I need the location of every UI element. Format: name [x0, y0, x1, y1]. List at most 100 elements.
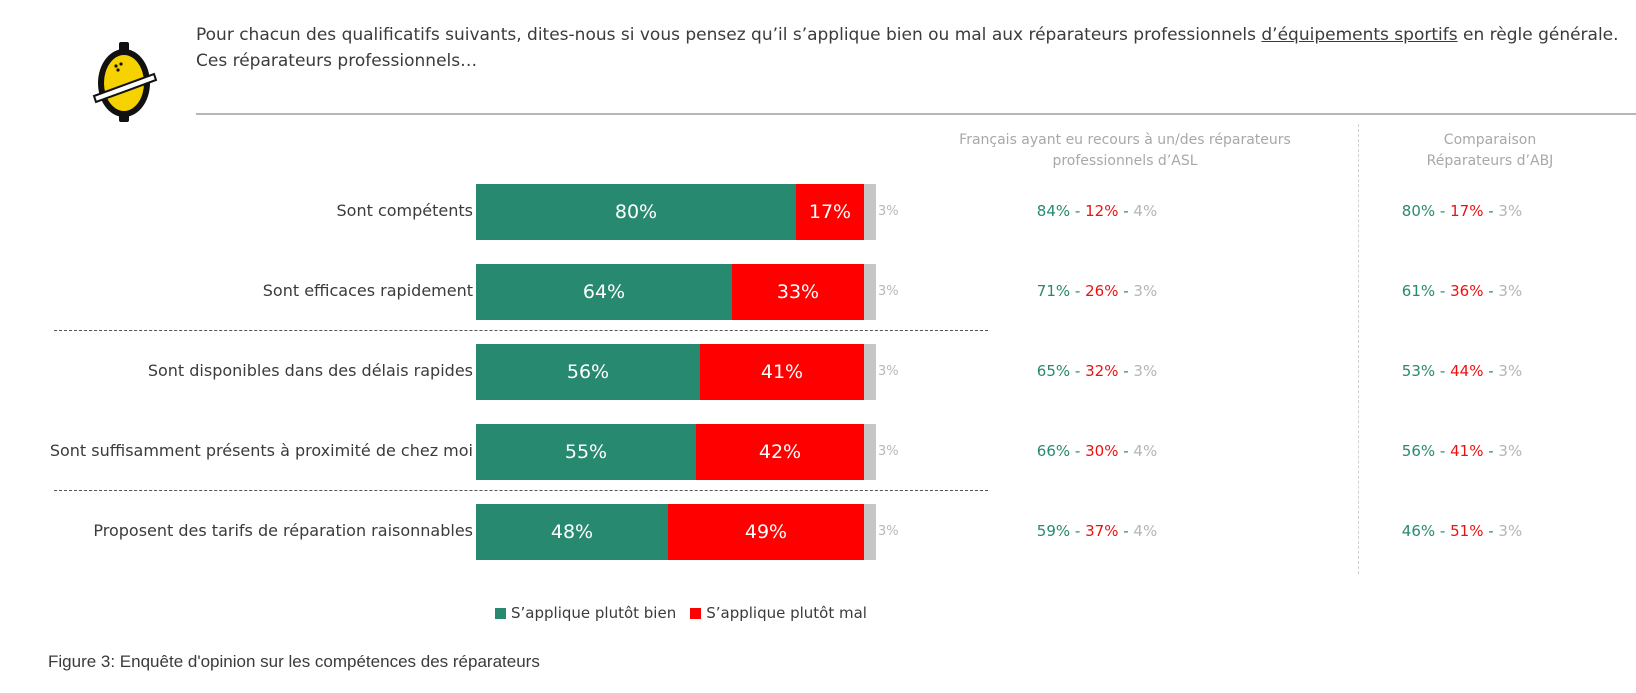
header-divider: [196, 113, 1636, 115]
asl-comparison: 65% - 32% - 3%: [1037, 362, 1157, 380]
figure-caption: Figure 3: Enquête d'opinion sur les comp…: [48, 652, 540, 671]
legend-swatch-bad: [690, 607, 702, 619]
legend-item-bad: S’applique plutôt mal: [690, 604, 867, 622]
bar-segment-good: 55%: [476, 424, 696, 480]
asl-comparison: 71% - 26% - 3%: [1037, 282, 1157, 300]
question-text: Pour chacun des qualificatifs suivants, …: [196, 25, 1262, 45]
abj-comparison-separator: -: [1435, 362, 1451, 380]
bar-segment-nsp: [864, 264, 876, 320]
asl-comparison-separator: -: [1118, 442, 1134, 460]
bar-nsp-label: 3%: [878, 364, 899, 379]
asl-comparison-separator: -: [1070, 522, 1086, 540]
abj-comparison-separator: -: [1435, 282, 1451, 300]
abj-comparison-good: 61%: [1401, 282, 1436, 300]
bar-segment-nsp: [864, 344, 876, 400]
asl-comparison-separator: -: [1118, 522, 1134, 540]
row-label: Sont efficaces rapidement: [262, 281, 473, 300]
legend-label-bad: S’applique plutôt mal: [706, 604, 867, 622]
asl-comparison-separator: -: [1070, 442, 1086, 460]
chart-legend: S’applique plutôt bien S’applique plutôt…: [495, 604, 881, 622]
column-divider: [1358, 124, 1359, 574]
abj-comparison: 80% - 17% - 3%: [1402, 202, 1522, 220]
question-text-end: en règle générale.: [1457, 25, 1619, 45]
row-label: Sont compétents: [336, 201, 473, 220]
group-separator: [54, 330, 988, 331]
bar-segment-bad: 33%: [732, 264, 864, 320]
asl-comparison-good: 84%: [1036, 202, 1071, 220]
abj-comparison: 61% - 36% - 3%: [1402, 282, 1522, 300]
abj-comparison-good: 53%: [1401, 362, 1436, 380]
abj-comparison-nsp: 3%: [1498, 442, 1523, 460]
asl-comparison-good: 65%: [1036, 362, 1071, 380]
asl-comparison-separator: -: [1118, 282, 1134, 300]
abj-column-header: Comparaison Réparateurs d’ABJ: [1385, 130, 1595, 172]
abj-comparison-separator: -: [1483, 362, 1499, 380]
asl-comparison-separator: -: [1118, 202, 1134, 220]
bar-nsp-label: 3%: [878, 284, 899, 299]
bar-segment-good: 56%: [476, 344, 700, 400]
question-underlined-text: d’équipements sportifs: [1261, 25, 1458, 45]
legend-swatch-good: [495, 607, 506, 619]
abj-comparison-separator: -: [1483, 202, 1499, 220]
abj-comparison-bad: 36%: [1450, 282, 1484, 300]
bar-segment-bad: 49%: [668, 504, 864, 560]
asl-comparison-bad: 12%: [1085, 202, 1119, 220]
bar-segment-bad: 17%: [796, 184, 864, 240]
abj-comparison-nsp: 3%: [1498, 362, 1523, 380]
abj-header-line2: Réparateurs d’ABJ: [1426, 153, 1554, 169]
survey-question: Pour chacun des qualificatifs suivants, …: [196, 22, 1626, 74]
bar-segment-nsp: [864, 504, 876, 560]
asl-comparison-bad: 32%: [1085, 362, 1119, 380]
abj-comparison: 56% - 41% - 3%: [1402, 442, 1522, 460]
bar-nsp-label: 3%: [878, 204, 899, 219]
bar-segment-good: 48%: [476, 504, 668, 560]
abj-comparison: 53% - 44% - 3%: [1402, 362, 1522, 380]
abj-comparison-good: 80%: [1401, 202, 1436, 220]
row-label: Sont suffisamment présents à proximité d…: [49, 441, 473, 460]
abj-comparison-bad: 44%: [1450, 362, 1484, 380]
asl-column-header: Français ayant eu recours à un/des répar…: [959, 132, 1291, 169]
abj-comparison-bad: 17%: [1450, 202, 1484, 220]
asl-comparison-bad: 37%: [1085, 522, 1119, 540]
abj-comparison-bad: 51%: [1450, 522, 1484, 540]
asl-comparison-separator: -: [1070, 282, 1086, 300]
abj-header-line1: Comparaison: [1443, 132, 1537, 148]
abj-comparison-nsp: 3%: [1498, 282, 1523, 300]
abj-comparison-good: 56%: [1401, 442, 1436, 460]
bar-segment-nsp: [864, 184, 876, 240]
asl-comparison-good: 66%: [1036, 442, 1071, 460]
abj-comparison-bad: 41%: [1450, 442, 1484, 460]
asl-comparison-bad: 26%: [1085, 282, 1119, 300]
question-subline: Ces réparateurs professionnels…: [196, 51, 478, 71]
asl-comparison-separator: -: [1070, 362, 1086, 380]
abj-comparison-separator: -: [1483, 442, 1499, 460]
asl-comparison-nsp: 3%: [1133, 362, 1158, 380]
asl-comparison-separator: -: [1070, 202, 1086, 220]
bar-nsp-label: 3%: [878, 524, 899, 539]
abj-comparison-separator: -: [1483, 522, 1499, 540]
asl-comparison-good: 71%: [1036, 282, 1071, 300]
abj-comparison-separator: -: [1435, 522, 1451, 540]
bar-segment-good: 80%: [476, 184, 796, 240]
row-label: Proposent des tarifs de réparation raiso…: [93, 521, 473, 540]
asl-comparison-good: 59%: [1036, 522, 1071, 540]
bar-segment-bad: 41%: [700, 344, 864, 400]
group-separator: [54, 490, 988, 491]
abj-comparison-separator: -: [1483, 282, 1499, 300]
brand-logo: [88, 40, 160, 122]
abj-comparison-good: 46%: [1401, 522, 1436, 540]
asl-comparison: 66% - 30% - 4%: [1037, 442, 1157, 460]
asl-comparison-nsp: 4%: [1133, 442, 1158, 460]
row-label: Sont disponibles dans des délais rapides: [147, 361, 473, 380]
asl-comparison-separator: -: [1118, 362, 1134, 380]
asl-comparison: 59% - 37% - 4%: [1037, 522, 1157, 540]
abj-comparison: 46% - 51% - 3%: [1402, 522, 1522, 540]
legend-item-good: S’applique plutôt bien: [495, 604, 676, 622]
asl-comparison-bad: 30%: [1085, 442, 1119, 460]
asl-comparison-nsp: 4%: [1133, 522, 1158, 540]
bar-segment-nsp: [864, 424, 876, 480]
asl-comparison: 84% - 12% - 4%: [1037, 202, 1157, 220]
asl-comparison-nsp: 4%: [1133, 202, 1158, 220]
legend-label-good: S’applique plutôt bien: [511, 604, 677, 622]
asl-comparison-nsp: 3%: [1133, 282, 1158, 300]
